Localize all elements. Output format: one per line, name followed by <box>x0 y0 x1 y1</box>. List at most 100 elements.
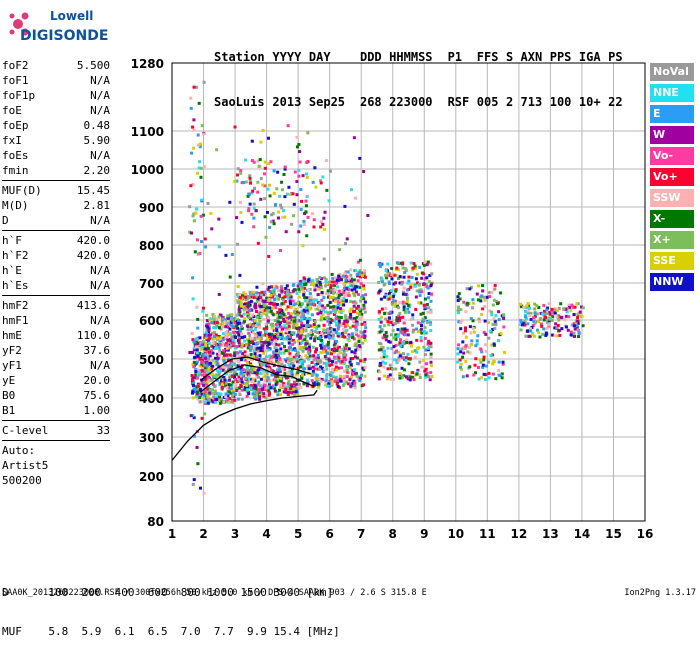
echo-point <box>192 212 196 216</box>
echo-point <box>285 359 289 363</box>
legend-vominus: Vo- <box>650 147 694 165</box>
echo-point <box>260 368 264 372</box>
param-row: B0 75.6 <box>2 388 110 403</box>
echo-point <box>243 317 247 321</box>
echo-point <box>309 331 313 335</box>
echo-point <box>291 316 295 320</box>
echo-point <box>307 345 311 349</box>
echo-point <box>225 353 229 357</box>
echo-point <box>273 324 277 328</box>
echo-point <box>380 280 384 284</box>
echo-point <box>284 376 288 380</box>
echo-point <box>429 364 433 368</box>
echo-point <box>326 343 330 347</box>
echo-point <box>256 241 260 245</box>
echo-point <box>394 333 398 337</box>
echo-point <box>252 296 256 300</box>
echo-point <box>379 320 383 324</box>
echo-point <box>233 398 237 402</box>
echo-point <box>543 309 547 313</box>
echo-point <box>247 296 251 300</box>
echo-point <box>216 356 220 360</box>
echo-point <box>243 319 247 323</box>
echo-point <box>328 350 332 354</box>
echo-point <box>271 212 275 216</box>
echo-point <box>355 374 359 378</box>
echo-point <box>223 318 227 322</box>
echo-point <box>278 313 282 317</box>
echo-point <box>338 348 342 352</box>
echo-point <box>360 312 364 316</box>
echo-point <box>287 336 291 340</box>
echo-point <box>299 187 303 191</box>
echo-point <box>488 291 492 295</box>
echo-point <box>300 317 304 321</box>
param-value: N/A <box>90 89 110 102</box>
echo-point <box>429 329 433 333</box>
echo-point <box>360 274 364 278</box>
param-value: N/A <box>90 149 110 162</box>
echo-point <box>224 325 228 329</box>
echo-point <box>425 321 429 325</box>
echo-point <box>414 307 418 311</box>
echo-point <box>576 328 580 332</box>
legend-xplus: X+ <box>650 231 694 249</box>
echo-point <box>240 326 244 330</box>
echo-point <box>398 341 402 345</box>
echo-point <box>324 159 328 163</box>
echo-point <box>555 315 559 319</box>
echo-point <box>575 324 579 328</box>
echo-point <box>392 282 396 286</box>
echo-point <box>224 347 228 351</box>
echo-point <box>304 342 308 346</box>
echo-point <box>191 378 195 382</box>
echo-point <box>205 334 209 338</box>
echo-point <box>320 377 324 381</box>
echo-point <box>340 347 344 351</box>
echo-point <box>276 216 280 220</box>
echo-point <box>379 363 383 367</box>
echo-point <box>349 312 353 316</box>
echo-point <box>350 284 354 288</box>
echo-point <box>207 346 211 350</box>
echo-point <box>333 310 337 314</box>
echo-point <box>344 293 348 297</box>
param-row: B1 1.00 <box>2 403 110 418</box>
echo-point <box>482 358 486 362</box>
echo-point <box>222 349 226 353</box>
echo-point <box>240 342 244 346</box>
header-labels-7: S <box>505 50 514 64</box>
echo-point <box>328 169 332 173</box>
echo-point <box>334 297 338 301</box>
echo-point <box>313 320 317 324</box>
echo-point <box>312 383 316 387</box>
echo-point <box>203 366 207 370</box>
echo-point <box>245 366 249 370</box>
echo-point <box>427 306 431 310</box>
echo-point <box>283 165 287 169</box>
echo-point <box>293 340 297 344</box>
echo-point <box>249 317 253 321</box>
x-tick-label: 5 <box>294 527 302 541</box>
autoscaling-info-line: 500200 <box>2 474 42 487</box>
echo-point <box>203 333 207 337</box>
echo-point <box>228 340 232 344</box>
echo-point <box>235 386 239 390</box>
echo-point <box>347 333 351 337</box>
echo-point <box>356 304 360 308</box>
echo-point <box>415 281 419 285</box>
echo-point <box>320 315 324 319</box>
echo-point <box>206 325 210 329</box>
echo-point <box>252 160 256 164</box>
echo-point <box>300 279 304 283</box>
echo-point <box>246 305 250 309</box>
echo-point <box>206 401 210 405</box>
echo-point <box>342 374 346 378</box>
echo-point <box>280 367 284 371</box>
echo-point <box>286 372 290 376</box>
echo-point <box>207 330 211 334</box>
echo-point <box>252 394 256 398</box>
param-separator <box>2 180 110 181</box>
echo-point <box>189 414 193 418</box>
echo-point <box>242 312 246 316</box>
